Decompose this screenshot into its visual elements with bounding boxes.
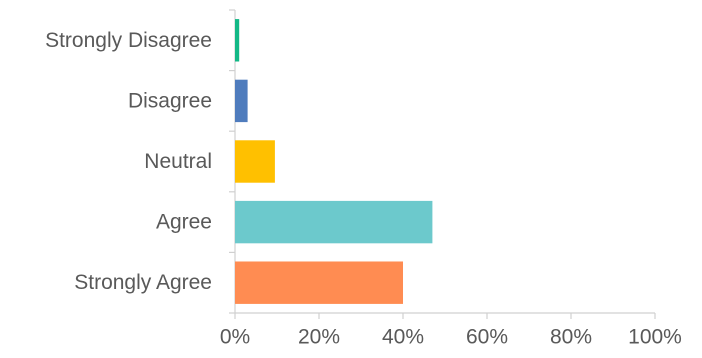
chart-bars <box>235 19 433 304</box>
x-tick-label: 60% <box>466 326 508 349</box>
category-label: Strongly Disagree <box>45 29 212 52</box>
category-labels: Strongly Disagree Disagree Neutral Agree Str… <box>45 29 212 294</box>
x-tick-label: 80% <box>550 326 592 349</box>
category-label: Neutral <box>144 150 212 173</box>
bar-agree <box>235 200 433 244</box>
bar-neutral <box>235 140 275 183</box>
x-tick-label: 40% <box>382 326 424 349</box>
category-label: Agree <box>156 211 212 234</box>
x-tick-label: 0% <box>220 326 250 349</box>
bar-strongly-agree <box>235 261 403 304</box>
x-tick-label: 100% <box>628 326 682 349</box>
category-label: Strongly Agree <box>74 271 212 294</box>
x-tick-labels: 0% 20% 40% 60% 80% 100% <box>220 326 682 349</box>
bar-strongly-disagree <box>235 19 240 62</box>
category-label: Disagree <box>128 89 212 112</box>
x-tick-label: 20% <box>298 326 340 349</box>
bar-disagree <box>235 79 248 123</box>
